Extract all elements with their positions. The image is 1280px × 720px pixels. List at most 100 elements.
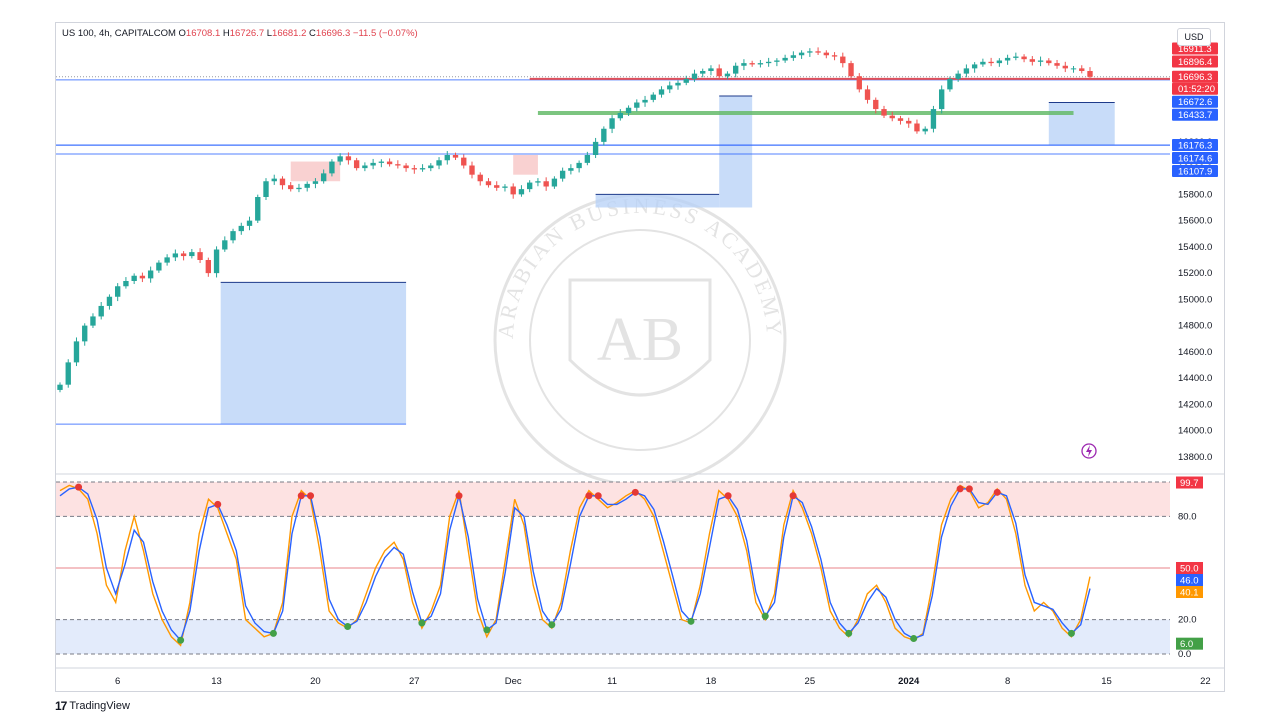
time-tick-label: Dec — [505, 676, 522, 687]
candle — [304, 181, 310, 192]
candle-body — [1079, 68, 1085, 71]
candle-body — [733, 65, 739, 74]
candle-body — [172, 253, 179, 258]
tradingview-brand[interactable]: 17 TradingView — [55, 699, 130, 713]
candle-body — [955, 73, 961, 79]
candle-body — [592, 141, 599, 155]
price-tag-bg — [1172, 108, 1218, 121]
candle-body — [518, 189, 525, 195]
oscillator-tag-bg — [1176, 476, 1203, 489]
oversold-marker — [687, 617, 695, 625]
candle — [1037, 56, 1044, 67]
candle-body — [510, 186, 516, 195]
candle-body — [271, 178, 277, 182]
candle-body — [452, 155, 459, 158]
candle-body — [634, 102, 640, 108]
candle — [930, 105, 937, 133]
price-tag: 16896.4 — [1172, 55, 1218, 68]
candle — [601, 126, 607, 146]
candle — [774, 58, 780, 67]
candle-body — [1046, 60, 1052, 64]
candle-body — [906, 120, 912, 124]
candle — [642, 95, 648, 107]
price-tag-bg — [1172, 70, 1218, 83]
time-tick-label: 20 — [310, 676, 321, 687]
candle — [156, 260, 162, 273]
candle — [378, 159, 385, 168]
low-value: 16681.2 — [272, 28, 307, 39]
candle — [708, 65, 714, 76]
price-tag-label: 16911.3 — [1178, 44, 1212, 55]
candle — [971, 62, 978, 73]
candle-body — [378, 161, 385, 163]
candle-body — [856, 76, 862, 90]
candle-body — [419, 168, 426, 170]
candle-body — [617, 113, 623, 119]
candle-body — [864, 89, 871, 100]
overbought-marker — [75, 483, 83, 491]
candle-body — [831, 55, 838, 57]
oversold-marker — [177, 636, 185, 644]
candle — [527, 180, 533, 193]
price-tag-label: 16174.6 — [1178, 153, 1212, 164]
supply-zone-1 — [513, 155, 538, 175]
candle-body — [568, 168, 574, 171]
candle — [1004, 54, 1011, 65]
candle — [906, 117, 912, 128]
candle-body — [559, 170, 566, 179]
candle-body — [601, 128, 607, 142]
candle — [749, 60, 755, 67]
candle — [996, 58, 1003, 67]
candle — [386, 158, 393, 167]
candle — [1021, 54, 1027, 63]
candle-body — [213, 249, 220, 274]
overbought-marker — [307, 492, 315, 500]
candle-body — [246, 220, 253, 226]
price-tick-label: 14000.0 — [1178, 426, 1212, 437]
candle-body — [708, 68, 714, 71]
candle — [724, 71, 731, 80]
candle-body — [947, 78, 953, 90]
candle-body — [625, 107, 632, 113]
candle-body — [971, 64, 978, 69]
candle — [634, 99, 640, 112]
countdown-label: 01:52:20 — [1178, 84, 1215, 95]
candle — [543, 177, 549, 191]
candle-body — [881, 109, 887, 116]
candle-body — [840, 56, 846, 64]
candle — [667, 81, 673, 94]
open-label: O — [178, 28, 186, 39]
countdown-tag-bg — [1172, 82, 1218, 95]
candle — [370, 158, 376, 170]
price-tag: 16174.6 — [1172, 151, 1218, 164]
high-label: H — [222, 28, 230, 39]
candle-body — [889, 115, 895, 119]
oscillator-tick-label: 0.0 — [1178, 649, 1191, 660]
candle-body — [461, 157, 467, 166]
candle-body — [403, 165, 409, 169]
oscillator-tag: 40.1 — [1176, 586, 1203, 599]
price-tag: 16176.3 — [1172, 138, 1218, 151]
candle-body — [642, 99, 648, 103]
time-tick-label: 13 — [211, 676, 222, 687]
candle — [535, 178, 541, 187]
candle — [461, 154, 467, 169]
candle-body — [131, 275, 137, 281]
candle — [222, 236, 228, 252]
candle — [411, 164, 417, 174]
currency-button[interactable]: USD — [1177, 28, 1211, 46]
candle — [889, 111, 895, 122]
candle-body — [535, 181, 541, 183]
symbol-label[interactable]: US 100, 4h, CAPITALCOM — [62, 28, 176, 39]
candle-body — [658, 89, 665, 95]
oscillator-tag-label: 99.7 — [1180, 478, 1199, 489]
oversold-marker — [344, 622, 352, 630]
candle — [782, 54, 788, 63]
candle-body — [345, 156, 352, 161]
candle-body — [444, 155, 450, 161]
candle-body — [156, 262, 162, 271]
candle — [115, 283, 121, 302]
candle — [733, 62, 739, 78]
price-tag: 16672.6 — [1172, 95, 1218, 108]
